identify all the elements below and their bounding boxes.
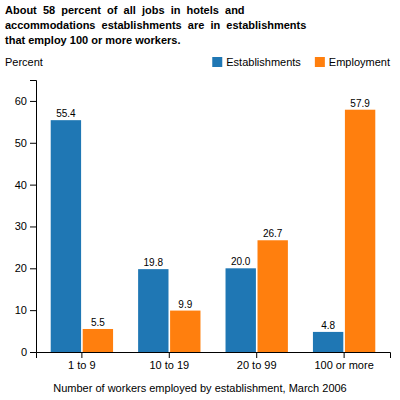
bars: [51, 110, 376, 352]
bar: [51, 120, 81, 352]
bar: [226, 268, 256, 352]
x-tick-label: 10 to 19: [149, 359, 189, 371]
bar: [170, 311, 200, 352]
x-tick: 1 to 9: [68, 352, 96, 371]
bar: [345, 110, 375, 352]
x-axis-line: [37, 353, 391, 359]
y-tick-label: 10: [15, 304, 27, 316]
x-tick-label: 1 to 9: [68, 359, 96, 371]
y-tick-label: 40: [15, 179, 27, 191]
data-labels: 55.4 19.8 20.0 4.8 5.5 9.9 26.7 57.9: [56, 98, 370, 331]
y-tick-label: 50: [15, 137, 27, 149]
y-tick: 50: [15, 137, 36, 149]
bar: [138, 269, 168, 352]
x-tick-mark: [81, 352, 82, 358]
x-tick: 100 or more: [314, 352, 373, 371]
y-tick: 30: [15, 220, 36, 232]
x-tick-label: 100 or more: [314, 359, 373, 371]
data-label: 9.9: [178, 299, 192, 310]
bar-series: [83, 110, 376, 352]
chart: About 58 percent of all jobs in hotels a…: [0, 0, 400, 400]
bar: [313, 332, 343, 352]
y-tick-mark: [30, 310, 36, 311]
x-tick-mark: [344, 352, 345, 358]
data-label: 4.8: [321, 320, 335, 331]
data-label: 26.7: [263, 228, 283, 239]
y-tick: 40: [15, 179, 36, 191]
y-tick-label: 60: [15, 95, 27, 107]
y-tick-mark: [30, 185, 36, 186]
title: About 58 percent of all jobs in hotels a…: [5, 4, 245, 16]
y-axis-line: [30, 81, 37, 353]
legend-swatch: [212, 57, 222, 67]
y-tick-mark: [30, 352, 36, 353]
plot: 0 10 20 30 40 50 60 1 to 9 10 to 19 20 to 99 100 o…: [15, 81, 391, 371]
bar-series: [51, 120, 344, 352]
y-tick-label: 0: [21, 346, 27, 358]
data-label: 5.5: [91, 317, 105, 328]
title: accommodations establishments are in est…: [5, 19, 306, 31]
x-tick-label: 20 to 99: [237, 359, 277, 371]
x-tick: 20 to 99: [237, 352, 277, 371]
y-axis: 0 10 20 30 40 50 60: [15, 81, 37, 359]
legend: Establishments Employment: [212, 56, 390, 68]
y-tick: 0: [21, 346, 36, 358]
data-label: 20.0: [231, 256, 251, 267]
y-tick: 60: [15, 95, 36, 107]
y-tick-mark: [30, 101, 36, 102]
y-tick-label: 30: [15, 220, 27, 232]
y-label: Percent: [5, 56, 43, 68]
y-tick: 10: [15, 304, 36, 316]
data-label: 55.4: [56, 108, 76, 119]
x-tick: 10 to 19: [149, 352, 189, 371]
legend-item: Employment: [315, 56, 390, 68]
legend-label: Employment: [329, 56, 390, 68]
legend-swatch: [315, 57, 325, 67]
y-tick-label: 20: [15, 262, 27, 274]
x-axis: 1 to 9 10 to 19 20 to 99 100 or more: [37, 352, 391, 371]
y-tick-mark: [30, 268, 36, 269]
legend-label: Establishments: [226, 56, 301, 68]
data-label: 19.8: [144, 257, 164, 268]
x-label: Number of workers employed by establishm…: [53, 382, 346, 394]
legend-item: Establishments: [212, 56, 301, 68]
y-tick: 20: [15, 262, 36, 274]
bar: [83, 329, 113, 352]
x-tick-mark: [169, 352, 170, 358]
y-tick-mark: [30, 226, 36, 227]
y-tick-mark: [30, 143, 36, 144]
bar: [258, 240, 288, 352]
x-tick-mark: [256, 352, 257, 358]
data-label: 57.9: [350, 98, 370, 109]
title: that employ 100 or more workers.: [5, 34, 180, 46]
